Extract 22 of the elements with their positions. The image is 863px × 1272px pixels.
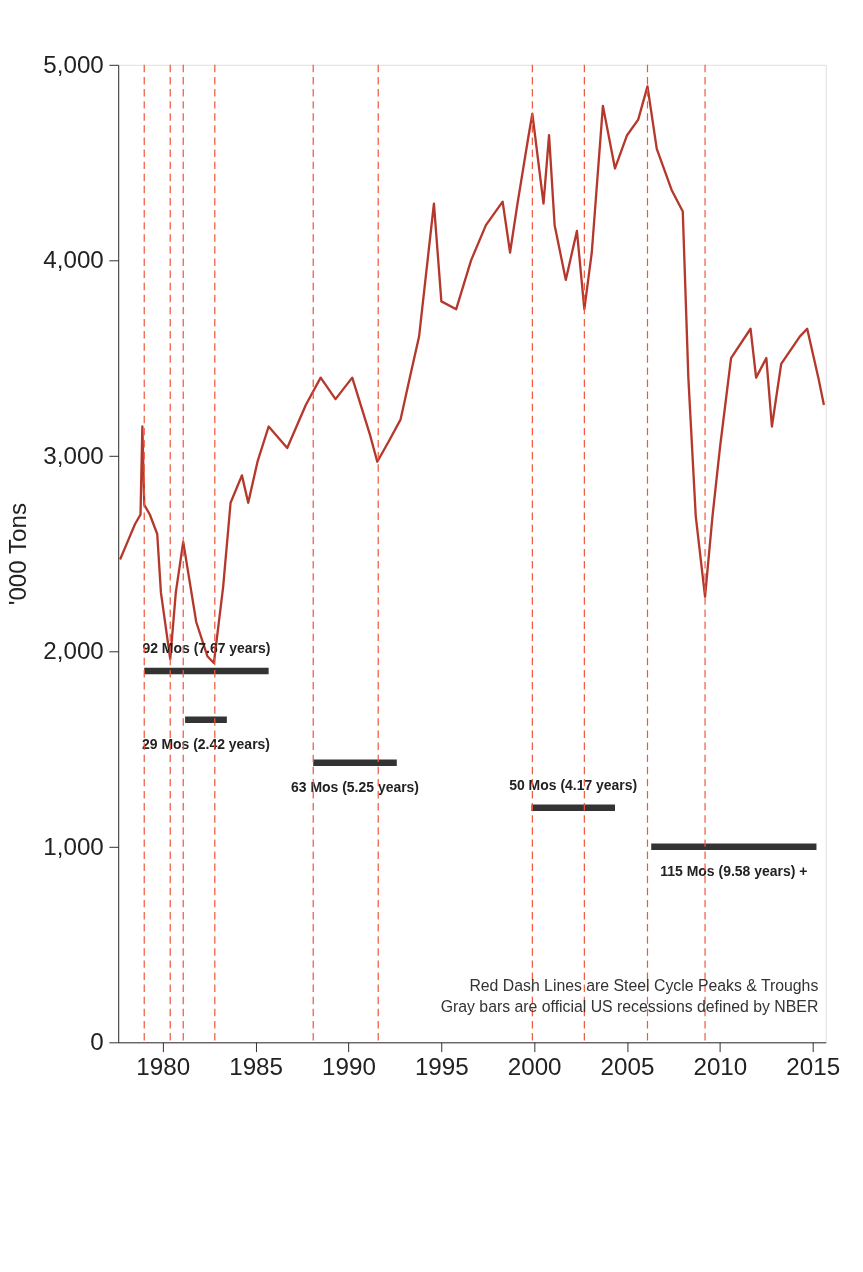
- series-label: 29 Mos (2.42 years): [141, 735, 270, 752]
- y-tick-label: 5,000: [43, 50, 104, 78]
- y-axis-title: '000 Tons: [3, 502, 31, 606]
- x-tick-label: 2005: [600, 1053, 655, 1081]
- series-label: 115 Mos (9.58 years) +: [660, 862, 808, 879]
- y-tick-label: 3,000: [43, 441, 104, 469]
- x-tick-label: 1980: [136, 1053, 191, 1081]
- x-tick-label: 2010: [693, 1053, 748, 1081]
- x-tick-label: 1995: [414, 1053, 469, 1081]
- x-tick-label: 2000: [507, 1053, 562, 1081]
- line-series: [118, 85, 826, 665]
- y-tick-label: 4,000: [43, 246, 104, 274]
- x-tick-label: 2015: [786, 1053, 841, 1081]
- annotation: Red Dash Lines are Steel Cycle Peaks & Troughs: [469, 977, 819, 995]
- series-label: 63 Mos (5.25 years): [291, 778, 419, 795]
- series-label: 50 Mos (4.17 years): [509, 777, 638, 794]
- y-tick-label: 1,000: [43, 832, 104, 860]
- annotation: Gray bars are official US recessions defined by NBER: [440, 997, 819, 1015]
- x-tick-label: 1985: [229, 1053, 284, 1081]
- y-tick-label: 2,000: [43, 637, 104, 665]
- x-tick-label: 1990: [322, 1053, 376, 1081]
- y-tick-label: 0: [90, 1028, 104, 1056]
